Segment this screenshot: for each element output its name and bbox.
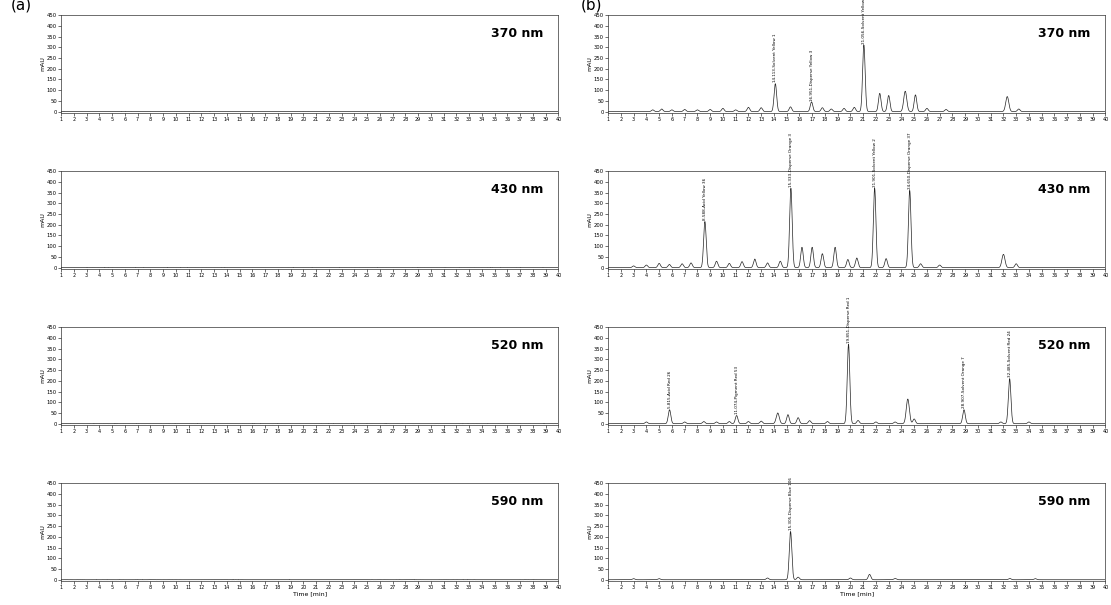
Text: 590 nm: 590 nm xyxy=(1038,495,1091,508)
Text: 5.815-Acid Red 26: 5.815-Acid Red 26 xyxy=(668,371,671,408)
Text: 430 nm: 430 nm xyxy=(491,183,543,196)
Text: 8.588-Acid Yellow 36: 8.588-Acid Yellow 36 xyxy=(703,178,707,220)
Y-axis label: mAU: mAU xyxy=(588,56,592,71)
Y-axis label: mAU: mAU xyxy=(40,212,46,227)
Text: 11.074-Pigment Red 53: 11.074-Pigment Red 53 xyxy=(734,366,739,414)
Text: 590 nm: 590 nm xyxy=(491,495,543,508)
Y-axis label: mAU: mAU xyxy=(588,212,592,227)
Text: 430 nm: 430 nm xyxy=(1038,183,1091,196)
Text: 370 nm: 370 nm xyxy=(1038,27,1091,40)
Text: 24.650-Disperse Orange 37: 24.650-Disperse Orange 37 xyxy=(908,132,912,189)
Text: 520 nm: 520 nm xyxy=(491,339,543,352)
Y-axis label: mAU: mAU xyxy=(40,525,46,540)
Y-axis label: mAU: mAU xyxy=(40,56,46,71)
Text: 32.485-Solvent Red 24: 32.485-Solvent Red 24 xyxy=(1008,331,1012,378)
Text: 15.333-Disperse Orange 3: 15.333-Disperse Orange 3 xyxy=(789,133,793,187)
Text: 19.851-Disperse Red 1: 19.851-Disperse Red 1 xyxy=(847,296,851,343)
Text: (b): (b) xyxy=(580,0,602,12)
Y-axis label: mAU: mAU xyxy=(40,368,46,384)
Text: 14.113-Solvent Yellow 1: 14.113-Solvent Yellow 1 xyxy=(773,34,778,82)
Y-axis label: mAU: mAU xyxy=(588,368,592,384)
Text: 15.305-Disperse Blue 106: 15.305-Disperse Blue 106 xyxy=(789,477,792,530)
X-axis label: Time [min]: Time [min] xyxy=(840,591,874,597)
Text: (a): (a) xyxy=(11,0,32,12)
Text: 520 nm: 520 nm xyxy=(1038,339,1091,352)
Text: 28.907-Solvent Orange 7: 28.907-Solvent Orange 7 xyxy=(962,357,965,408)
X-axis label: Time [min]: Time [min] xyxy=(292,591,327,597)
Text: 21.901-Solvent Yellow 2: 21.901-Solvent Yellow 2 xyxy=(872,138,877,187)
Text: 21.056-Solvent Yellow 3: 21.056-Solvent Yellow 3 xyxy=(862,0,865,44)
Y-axis label: mAU: mAU xyxy=(588,525,592,540)
Text: 370 nm: 370 nm xyxy=(491,27,543,40)
Text: 16.951-Disperse Yellow 3: 16.951-Disperse Yellow 3 xyxy=(810,50,813,100)
